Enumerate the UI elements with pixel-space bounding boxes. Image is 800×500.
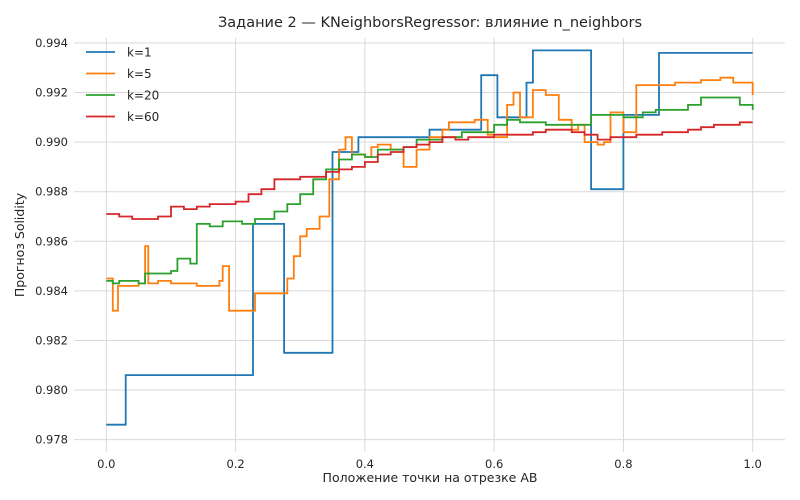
chart-title: Задание 2 — KNeighborsRegressor: влияние… <box>218 15 642 31</box>
x-tick-label: 0.0 <box>97 457 115 471</box>
grid <box>74 38 785 452</box>
y-axis-label: Прогноз Solidity <box>12 192 27 297</box>
x-tick-label: 1.0 <box>744 457 762 471</box>
x-tick-label: 0.8 <box>614 457 632 471</box>
legend-label: k=5 <box>127 67 152 81</box>
series-line-k-5 <box>106 76 754 312</box>
legend-label: k=20 <box>127 89 159 103</box>
y-tick-label: 0.982 <box>35 333 68 347</box>
y-tick-label: 0.978 <box>35 433 68 447</box>
series-group <box>106 49 754 426</box>
y-tick-labels: 0.978 0.980 0.982 0.984 0.986 0.988 0.990 0.992… <box>35 36 68 447</box>
series-line-k-1 <box>106 49 753 426</box>
legend-label: k=60 <box>127 110 159 124</box>
x-tick-label: 0.2 <box>226 457 244 471</box>
legend: k=1 k=5 k=20 k=60 <box>86 46 159 124</box>
x-axis-label: Положение точки на отрезке AB <box>323 470 538 485</box>
y-tick-label: 0.984 <box>35 284 68 298</box>
legend-label: k=1 <box>127 46 152 60</box>
x-tick-label: 0.4 <box>356 457 374 471</box>
series-line-k-20 <box>106 96 754 285</box>
x-tick-labels: 0.0 0.2 0.4 0.6 0.8 1.0 <box>97 457 762 471</box>
y-tick-label: 0.980 <box>35 383 68 397</box>
y-tick-label: 0.988 <box>35 185 68 199</box>
y-tick-label: 0.986 <box>35 234 68 248</box>
y-tick-label: 0.990 <box>35 135 68 149</box>
series-line-k-60 <box>106 121 753 220</box>
x-tick-label: 0.6 <box>485 457 503 471</box>
y-tick-label: 0.992 <box>35 86 68 100</box>
y-tick-label: 0.994 <box>35 36 68 50</box>
